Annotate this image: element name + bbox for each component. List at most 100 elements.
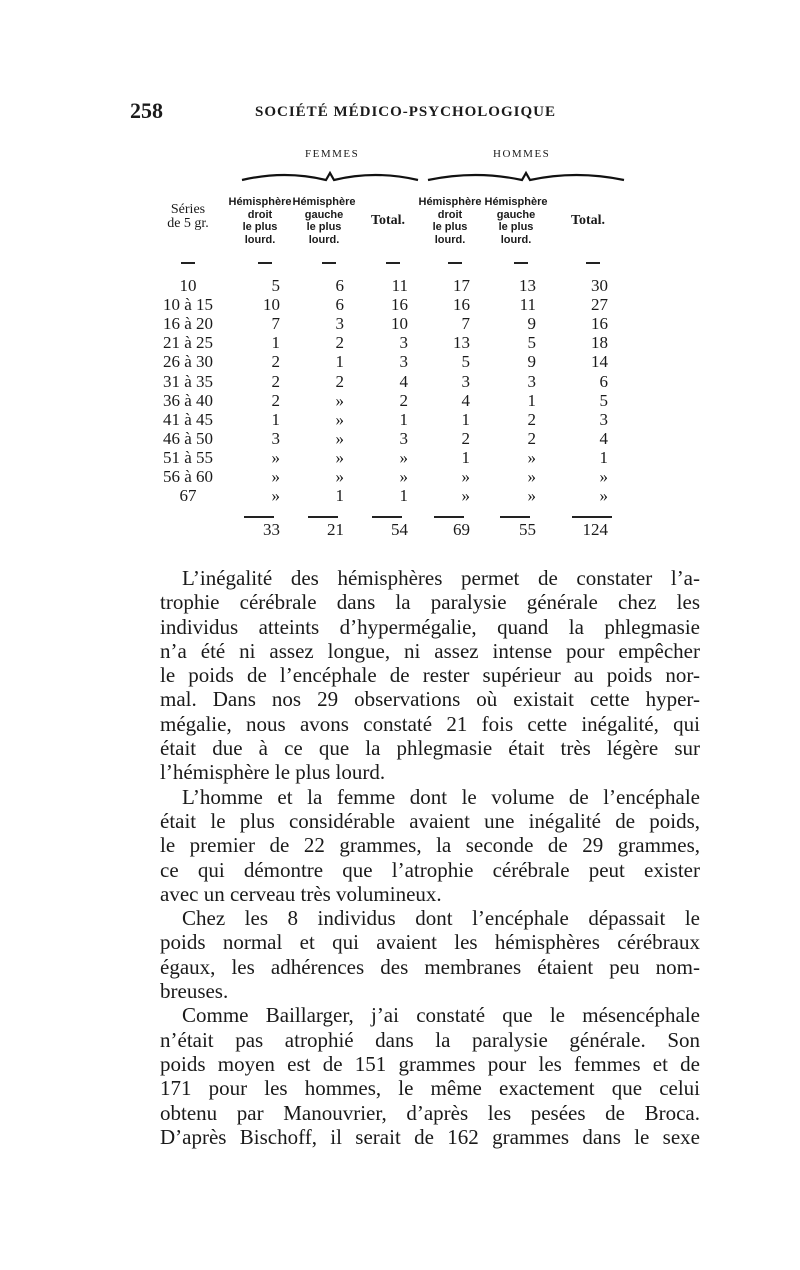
total-cell: 54 — [391, 520, 408, 539]
value-cell: 2 — [527, 409, 537, 429]
value-cell: 17 — [453, 276, 470, 295]
column-header-line: droit — [247, 208, 273, 221]
value-cell: » — [461, 467, 471, 486]
text-line: était le plus considérable avaient une i… — [160, 808, 700, 833]
value-cell: 1 — [461, 409, 471, 429]
column-header-line: gauche — [304, 208, 344, 221]
series-cell: 67 — [179, 486, 197, 506]
table-row: 26 à 30 2 1 3 5 9 14 — [0, 352, 800, 371]
text-line: breuses. — [160, 979, 229, 1004]
series-header-line: de 5 gr. — [167, 216, 209, 231]
total-cell: 69 — [453, 520, 470, 539]
value-cell: 2 — [461, 428, 471, 448]
value-cell: 11 — [391, 276, 408, 295]
column-header-line: lourd. — [244, 233, 276, 246]
total-rule — [308, 516, 338, 518]
column-header-line: Hémisphère — [418, 196, 482, 208]
value-cell: » — [335, 409, 345, 429]
value-cell: 18 — [591, 333, 608, 353]
value-cell: 16 — [591, 314, 608, 334]
value-cell: 3 — [527, 371, 537, 391]
table-row: 41 à 45 1 » 1 1 2 3 — [0, 410, 800, 429]
series-cell: 26 à 30 — [162, 352, 214, 372]
total-cell: 33 — [263, 520, 280, 539]
brace-femmes — [241, 170, 419, 182]
value-cell: 1 — [599, 447, 609, 467]
value-cell: 1 — [335, 352, 345, 372]
total-rule — [372, 516, 402, 518]
value-cell: 2 — [271, 371, 281, 391]
value-cell: » — [527, 447, 537, 467]
value-cell: 13 — [519, 276, 536, 295]
text-line: n’a été ni assez longue, ni assez intens… — [160, 638, 700, 663]
text-line: ce qui démontre que l’atrophie cérébrale… — [160, 857, 700, 882]
text-line: mal. Dans nos 29 observations où existai… — [160, 687, 700, 712]
value-cell: 3 — [271, 428, 281, 448]
table-row: 31 à 35 2 2 4 3 3 6 — [0, 372, 800, 391]
column-header-line: Hémisphère — [484, 196, 548, 208]
value-cell: 5 — [527, 333, 537, 353]
text-line: mégalie, nous avons constaté 21 fois cet… — [160, 711, 700, 736]
value-cell: 6 — [599, 371, 609, 391]
brace-hommes — [427, 170, 625, 182]
table-row: 67 » 1 1 » » » — [0, 486, 800, 505]
header-dash — [322, 262, 336, 264]
column-header-line: le plus — [432, 221, 468, 233]
group-title-femmes: FEMMES — [305, 148, 360, 160]
series-cell: 10 à 15 — [162, 295, 214, 315]
value-cell: » — [271, 467, 281, 486]
table-row: 16 à 20 7 3 10 7 9 16 — [0, 314, 800, 333]
value-cell: 6 — [335, 295, 345, 315]
value-cell: 5 — [461, 352, 471, 372]
value-cell: 10 — [263, 295, 280, 315]
value-cell: 1 — [399, 409, 409, 429]
value-cell: 2 — [335, 333, 345, 353]
value-cell: » — [271, 486, 281, 506]
value-cell: 3 — [599, 409, 609, 429]
value-cell: 7 — [461, 314, 471, 334]
text-line: poids normal et qui avaient les hémisphè… — [160, 930, 700, 955]
text-line: le poids de l’encéphale de rester supéri… — [160, 663, 700, 688]
column-header-line: Hémisphère — [292, 196, 356, 208]
text-line: individus atteints d’hypermégalie, quand… — [160, 614, 700, 639]
table-row: 51 à 55 » » » 1 » 1 — [0, 448, 800, 467]
value-cell: » — [527, 467, 537, 486]
series-cell: 46 à 50 — [162, 428, 214, 448]
value-cell: 1 — [271, 409, 281, 429]
value-cell: » — [527, 486, 537, 506]
totals-row: 33 21 54 69 55 124 — [0, 520, 800, 539]
value-cell: 3 — [399, 352, 409, 372]
total-cell: 21 — [327, 520, 344, 539]
series-cell: 41 à 45 — [162, 409, 214, 429]
value-cell: 6 — [335, 276, 345, 295]
text-line: L’homme et la femme dont le volume de l’… — [182, 784, 700, 809]
total-rule — [244, 516, 274, 518]
text-line: Chez les 8 individus dont l’encéphale dé… — [182, 906, 700, 931]
total-rule — [500, 516, 530, 518]
value-cell: 4 — [461, 390, 471, 410]
value-cell: » — [399, 447, 409, 467]
text-line: n’était pas atrophié dans la paralysie g… — [160, 1027, 700, 1052]
text-line: était due à ce que la phlegmasie était t… — [160, 736, 700, 761]
series-cell: 36 à 40 — [162, 390, 214, 410]
value-cell: 7 — [271, 314, 281, 334]
value-cell: 13 — [453, 333, 470, 353]
value-cell: » — [335, 390, 345, 410]
header-dash — [586, 262, 600, 264]
value-cell: » — [335, 447, 345, 467]
value-cell: 30 — [591, 276, 608, 295]
value-cell: 2 — [399, 390, 409, 410]
header-dash — [181, 262, 195, 264]
header-dash — [448, 262, 462, 264]
series-header-line: Séries — [170, 202, 206, 217]
text-line: L’inégalité des hémisphères permet de co… — [182, 566, 700, 590]
text-line: avec un cerveau très volumineux. — [160, 881, 442, 906]
column-header-femmes-droit: Hémisphère droit le plus lourd. — [226, 196, 294, 246]
column-header-femmes-total: Total. — [370, 213, 406, 228]
table-row: 10 à 15 10 6 16 16 11 27 — [0, 295, 800, 314]
text-line: Comme Baillarger, j’ai constaté que le m… — [182, 1003, 700, 1028]
series-cell: 51 à 55 — [162, 447, 214, 467]
text-line: poids moyen est de 151 grammes pour les … — [160, 1051, 700, 1076]
text-line: égaux, les adhérences des membranes étai… — [160, 954, 700, 979]
header-dash — [386, 262, 400, 264]
